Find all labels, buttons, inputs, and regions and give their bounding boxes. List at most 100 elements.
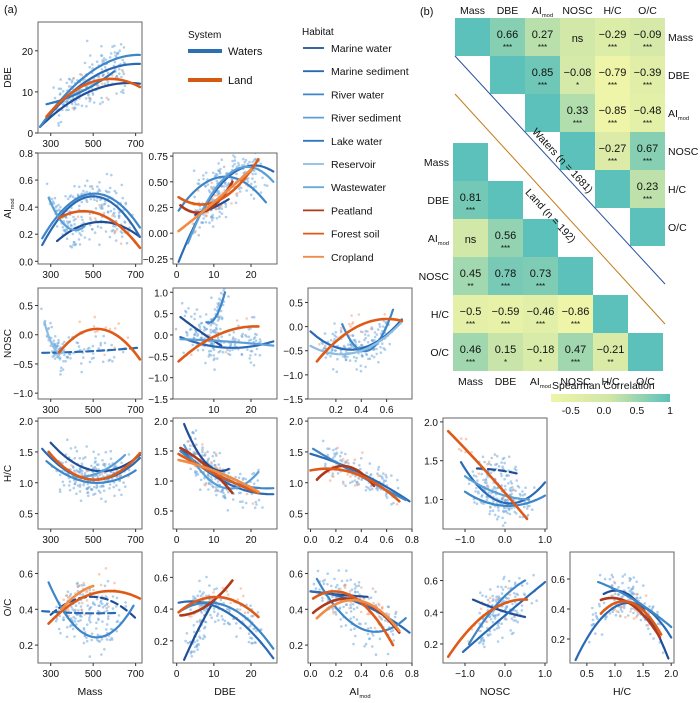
data-point bbox=[358, 464, 361, 467]
data-point bbox=[95, 597, 99, 601]
y-tick-label: 0.8 bbox=[19, 149, 33, 160]
data-point bbox=[204, 484, 207, 487]
cell-value: −0.29 bbox=[599, 29, 627, 41]
data-point bbox=[377, 360, 380, 364]
data-point bbox=[632, 611, 635, 615]
cell-fill bbox=[453, 181, 488, 219]
y-tick-label: 0.6 bbox=[424, 577, 438, 588]
data-point bbox=[94, 335, 98, 338]
data-point bbox=[89, 620, 92, 624]
data-point bbox=[390, 503, 393, 506]
data-point bbox=[321, 342, 325, 346]
data-point bbox=[249, 327, 252, 330]
data-point bbox=[99, 226, 103, 229]
data-point bbox=[76, 484, 80, 487]
data-point bbox=[364, 622, 367, 625]
data-point bbox=[76, 581, 79, 585]
data-point bbox=[489, 505, 492, 509]
land-matrix: MassMassDBEDBEAImodAImodNOSCNOSCH/CH/CO/… bbox=[419, 143, 663, 390]
data-point bbox=[254, 339, 258, 343]
data-point bbox=[104, 230, 108, 233]
data-point bbox=[215, 587, 218, 590]
data-point bbox=[379, 345, 382, 349]
data-point bbox=[250, 315, 254, 319]
data-point bbox=[53, 196, 57, 200]
data-point bbox=[355, 356, 359, 360]
panel-label-b: (b) bbox=[420, 6, 433, 18]
panel-label-a: (a) bbox=[4, 4, 17, 16]
y-tick-label: 0.4 bbox=[551, 605, 565, 616]
data-point bbox=[330, 348, 334, 352]
data-point bbox=[62, 598, 65, 601]
data-point bbox=[110, 173, 113, 177]
data-point bbox=[53, 335, 57, 338]
data-point bbox=[480, 472, 484, 476]
data-point bbox=[231, 159, 234, 163]
data-point bbox=[339, 587, 342, 591]
panel-frame bbox=[172, 417, 278, 530]
y-tick-label: 0.2 bbox=[424, 640, 438, 651]
data-point bbox=[211, 225, 215, 228]
data-point bbox=[58, 473, 62, 477]
data-point bbox=[380, 618, 384, 621]
data-point bbox=[533, 486, 536, 489]
data-point bbox=[494, 487, 497, 490]
data-point bbox=[107, 190, 111, 194]
x-tick-label: 1.0 bbox=[538, 535, 552, 546]
row-label-right: Mass bbox=[668, 32, 693, 44]
cell-significance: *** bbox=[538, 43, 547, 52]
data-point bbox=[51, 355, 54, 358]
row-label-right: DBE bbox=[668, 70, 690, 82]
data-point bbox=[501, 457, 505, 461]
data-point bbox=[495, 595, 498, 598]
data-point bbox=[67, 609, 70, 612]
cell-value: −0.79 bbox=[599, 67, 627, 79]
data-point bbox=[373, 626, 377, 630]
data-point bbox=[378, 637, 382, 641]
cell-value: 0.45 bbox=[460, 268, 481, 280]
data-point bbox=[335, 452, 338, 456]
data-point bbox=[65, 220, 69, 223]
data-point bbox=[196, 639, 199, 642]
data-point bbox=[326, 583, 329, 586]
data-point bbox=[652, 637, 655, 640]
x-tick-label: 700 bbox=[127, 669, 144, 680]
fit-curves bbox=[41, 192, 142, 250]
panel-frame bbox=[307, 287, 413, 400]
data-point bbox=[204, 452, 207, 455]
data-point bbox=[67, 85, 71, 88]
cell-fill bbox=[595, 132, 630, 170]
data-point bbox=[63, 340, 66, 344]
data-point bbox=[205, 575, 208, 579]
data-point bbox=[61, 368, 65, 371]
data-point bbox=[220, 614, 224, 618]
fit-curve-forest-soil bbox=[177, 157, 260, 206]
data-point bbox=[122, 72, 126, 76]
data-point bbox=[502, 577, 505, 581]
data-point bbox=[228, 333, 231, 337]
data-point bbox=[203, 477, 206, 480]
data-point bbox=[396, 478, 399, 482]
data-point bbox=[515, 592, 518, 596]
data-point bbox=[91, 476, 95, 479]
data-point bbox=[245, 603, 248, 607]
data-point bbox=[342, 482, 345, 486]
data-point bbox=[227, 490, 230, 494]
data-point bbox=[228, 610, 231, 613]
data-point bbox=[525, 582, 529, 585]
data-point bbox=[65, 635, 69, 639]
data-point bbox=[192, 624, 196, 627]
heatmap-cell: −0.18* bbox=[523, 333, 558, 371]
data-point bbox=[212, 591, 215, 594]
data-point bbox=[90, 185, 94, 188]
data-point bbox=[97, 347, 100, 350]
data-point bbox=[334, 585, 338, 589]
fit-curve-marine-water bbox=[56, 220, 141, 243]
data-point bbox=[215, 179, 219, 183]
data-point bbox=[233, 156, 237, 159]
data-point bbox=[94, 330, 97, 334]
fit-curve-marine-sediment bbox=[177, 164, 275, 263]
heatmap-cell: 0.85*** bbox=[525, 56, 560, 94]
data-point bbox=[216, 315, 220, 319]
data-point bbox=[508, 512, 512, 516]
